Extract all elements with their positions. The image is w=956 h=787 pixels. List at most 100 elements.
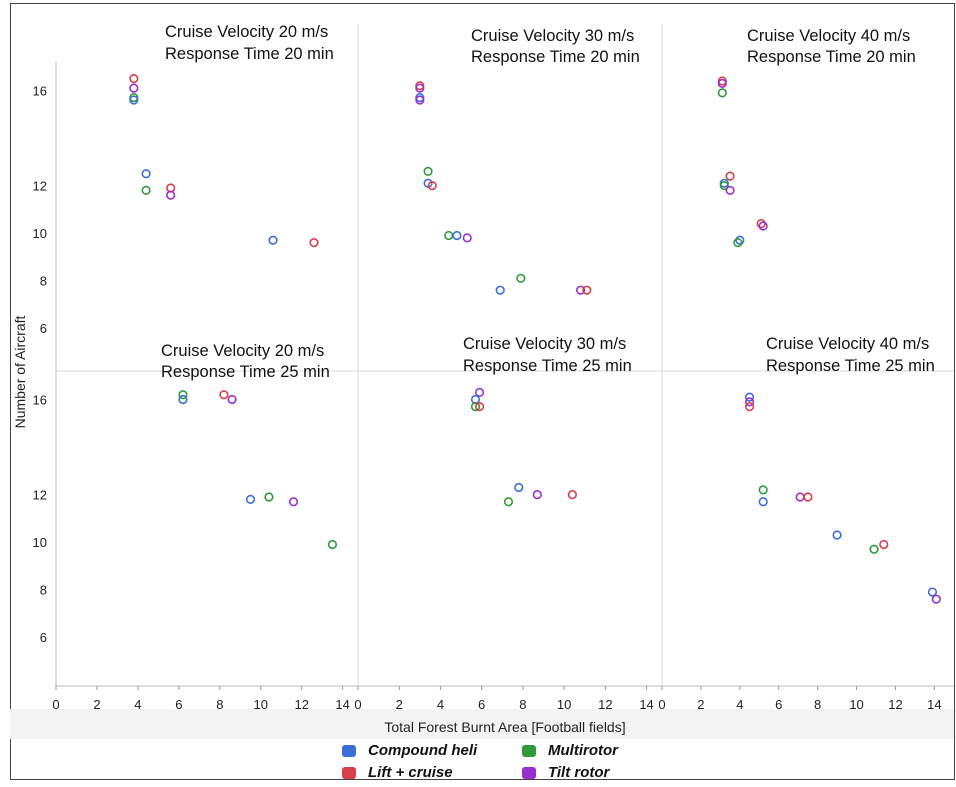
legend: Compound heli Lift + cruise Multirotor T… [338,738,658,782]
data-point-p1-8 [166,190,176,200]
data-point-p2-7 [427,181,437,191]
data-point-p2-11 [495,285,505,295]
y-tick-label-r2-0: 6 [40,630,47,645]
legend-label-compound-heli: Compound heli [368,742,478,759]
legend-swatch-multirotor [522,744,536,757]
x-tick-label-c3-2: 4 [736,697,743,712]
data-point-p3-10 [756,219,766,229]
data-point-p2-10 [462,233,472,243]
data-point-p2-9 [452,230,462,241]
data-point-p3-4 [725,171,735,181]
panel-title-4-line2: Response Time 25 min [161,363,330,381]
panel-title-6-line2: Response Time 25 min [766,357,935,375]
data-point-p3-6 [719,181,729,191]
data-point-p6-1 [744,392,755,402]
legend-item-tilt-rotor: Tilt rotor [522,764,609,781]
panel-title-1-line1: Cruise Velocity 20 m/s [165,23,329,41]
panel-title-4-line1: Cruise Velocity 20 m/s [161,342,325,360]
data-point-p5-8 [567,490,577,500]
y-axis-title: Number of Aircraft [12,315,28,428]
data-point-p5-7 [532,490,542,500]
data-point-p5-3 [470,402,481,412]
x-tick-label-c1-4: 8 [216,697,223,712]
legend-label-lift-cruise: Lift + cruise [368,764,453,781]
data-point-p3-9 [733,238,743,248]
data-point-p6-9 [869,544,879,554]
data-point-p2-13 [576,285,586,295]
data-point-p4-7 [288,497,299,507]
data-point-p6-8 [832,530,842,540]
y-tick-label-r1-1: 8 [40,274,47,289]
data-point-p1-6 [141,185,151,195]
y-tick-label-r2-4: 16 [33,393,47,408]
panel-title-5-line1: Cruise Velocity 30 m/s [463,335,627,353]
data-point-p3-7 [725,185,735,195]
data-point-p1-2 [129,83,139,93]
panel-title-5-line2: Response Time 25 min [463,357,632,375]
x-tick-label-c3-3: 6 [775,697,782,712]
data-point-p4-4 [227,394,237,405]
x-tick-label-c2-5: 10 [557,697,571,712]
data-point-p5-6 [503,497,514,507]
data-point-p6-3 [744,402,755,412]
x-tick-label-c2-3: 6 [478,697,485,712]
panel-title-6-line1: Cruise Velocity 40 m/s [766,335,930,353]
legend-item-lift-cruise: Lift + cruise [342,764,453,781]
x-tick-label-c3-6: 12 [888,697,902,712]
x-tick-label-c1-6: 12 [294,697,308,712]
x-tick-label-c2-2: 4 [437,697,444,712]
y-tick-label-r1-4: 16 [33,84,47,99]
x-tick-label-c2-0: 0 [354,697,361,712]
y-tick-label-r1-3: 12 [33,179,47,194]
data-point-p6-7 [803,492,813,502]
data-point-p6-12 [931,594,941,604]
x-tick-label-c3-1: 2 [697,697,704,712]
panel-title-1-line2: Response Time 20 min [165,45,334,63]
x-tick-label-c3-0: 0 [658,697,665,712]
panel-title-2-line1: Cruise Velocity 30 m/s [471,27,635,45]
data-point-p6-10 [879,539,889,550]
x-tick-label-c3-7: 14 [927,697,941,712]
data-point-p2-4 [415,95,425,105]
legend-item-multirotor: Multirotor [522,742,618,759]
data-point-p6-4 [758,485,768,495]
data-point-p5-5 [514,482,524,493]
data-point-p1-10 [309,238,319,248]
data-point-p3-3 [717,88,727,98]
x-tick-label-c1-5: 10 [254,697,268,712]
x-tick-label-c3-4: 8 [814,697,821,712]
plot-area [56,62,954,686]
data-point-p5-1 [475,387,485,397]
panel-title-3-line2: Response Time 20 min [747,48,916,66]
data-point-p2-12 [516,273,526,283]
panel-title-3-line1: Cruise Velocity 40 m/s [747,27,911,45]
data-point-p2-14 [582,285,592,295]
x-tick-label-c3-5: 10 [849,697,863,712]
data-point-p3-11 [758,221,768,231]
data-point-p2-2 [415,83,425,93]
data-point-p1-5 [141,169,151,179]
data-point-p5-4 [475,402,485,412]
x-tick-label-c1-2: 4 [134,697,141,712]
y-tick-label-r2-3: 12 [33,488,47,503]
data-point-p6-2 [744,397,755,407]
data-point-p4-2 [178,394,188,405]
legend-label-tilt-rotor: Tilt rotor [548,764,610,781]
data-point-p6-5 [758,497,768,507]
data-point-p1-1 [129,74,139,84]
data-point-p4-8 [327,539,338,550]
data-point-p4-1 [178,390,188,400]
y-tick-label-r1-2: 10 [33,226,47,241]
y-tick-label-r2-2: 10 [33,535,47,550]
legend-swatch-tilt-rotor [522,766,536,779]
data-point-p4-6 [264,492,274,502]
x-tick-label-c2-6: 12 [598,697,612,712]
data-point-p3-8 [735,235,745,245]
legend-label-multirotor: Multirotor [548,742,618,759]
y-tick-label-r2-1: 8 [40,583,47,598]
x-tick-label-c1-1: 2 [93,697,100,712]
data-point-p3-2 [717,78,727,88]
data-point-p2-5 [423,166,433,176]
